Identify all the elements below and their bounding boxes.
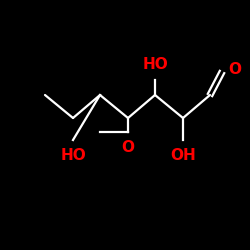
Text: O: O	[122, 140, 134, 155]
Text: OH: OH	[170, 148, 196, 163]
Text: HO: HO	[142, 57, 168, 72]
Text: O: O	[228, 62, 241, 76]
Text: HO: HO	[60, 148, 86, 163]
